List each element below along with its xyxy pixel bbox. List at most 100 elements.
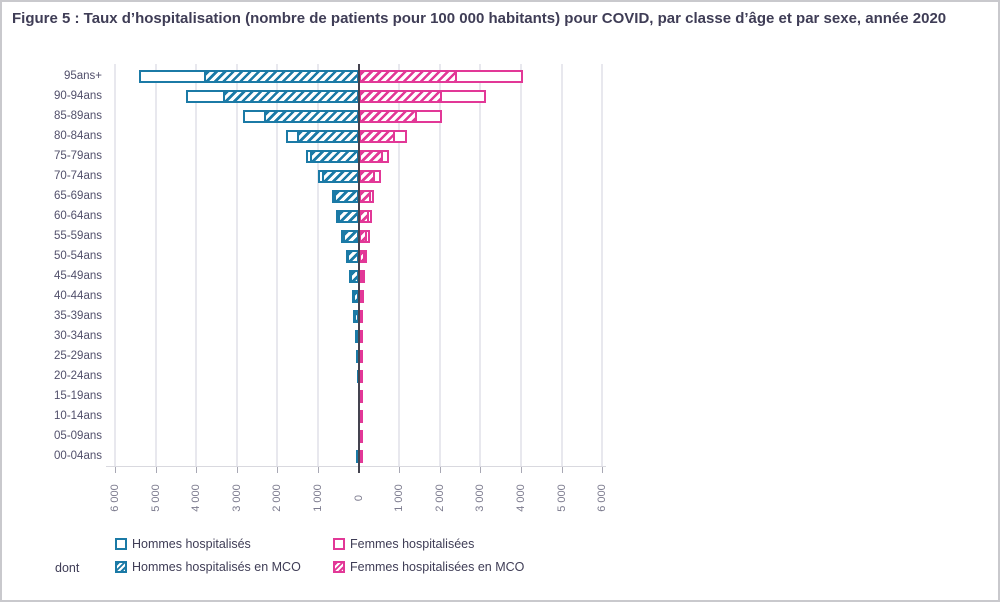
legend-item-hommes-hospitalises: Hommes hospitalisés <box>115 537 251 551</box>
y-axis-label: 30-34ans <box>54 330 102 342</box>
figure-title: Figure 5 : Taux d’hospitalisation (nombr… <box>12 10 947 27</box>
axis-tickmark <box>196 466 198 473</box>
axis-tickmark <box>480 466 482 473</box>
bar-mco-femmes <box>358 349 363 363</box>
axis-tickmark <box>277 466 279 473</box>
y-axis-label: 70-74ans <box>54 170 102 182</box>
gridline <box>438 64 441 466</box>
axis-tickmark <box>236 466 238 473</box>
y-axis-label: 85-89ans <box>54 110 102 122</box>
bar-mco-femmes <box>358 229 368 243</box>
y-axis-label: 20-24ans <box>54 370 102 382</box>
bar-mco-femmes <box>358 129 395 143</box>
bar-mco-hommes <box>310 149 359 163</box>
bar-mco-hommes <box>264 109 359 123</box>
legend-swatch-femmes-mco-icon <box>333 561 345 573</box>
x-tick-label: 3 000 <box>474 484 487 512</box>
legend-label-hommes-mco: Hommes hospitalisés en MCO <box>132 560 301 574</box>
gridline <box>520 64 522 466</box>
bar-mco-femmes <box>358 249 366 263</box>
bar-mco-hommes <box>204 69 359 83</box>
y-axis-label: 15-19ans <box>54 390 102 402</box>
legend-swatch-hommes-mco-icon <box>115 561 127 573</box>
bar-mco-femmes <box>358 149 383 163</box>
bar-mco-femmes <box>358 189 372 203</box>
gridline <box>398 64 401 466</box>
legend-swatch-hommes-icon <box>115 538 127 550</box>
gridline <box>601 64 604 466</box>
y-axis-label: 00-04ans <box>54 450 102 462</box>
x-tick-label: 5 000 <box>149 484 162 512</box>
bar-mco-femmes <box>358 289 363 303</box>
y-axis-label: 90-94ans <box>54 90 102 102</box>
bar-mco-hommes <box>338 209 359 223</box>
x-tick-label: 4 000 <box>515 484 527 512</box>
axis-tickmark <box>399 466 401 473</box>
bar-mco-femmes <box>358 429 363 443</box>
legend-item-hommes-mco: Hommes hospitalisés en MCO <box>115 560 301 574</box>
x-tick-label: 0 <box>352 494 365 502</box>
bar-mco-femmes <box>358 369 363 383</box>
legend-item-femmes-mco: Femmes hospitalisées en MCO <box>333 560 524 574</box>
gridline <box>235 64 238 466</box>
x-tick-label: 6 000 <box>596 484 609 512</box>
gridline <box>154 64 157 466</box>
axis-tickmark <box>115 466 116 473</box>
gridline <box>276 64 279 466</box>
chart-area: 6 000 5 000 4 000 3 000 2 000 1 000 0 1 000 2 00… <box>2 2 998 532</box>
y-axis-label: 65-69ans <box>54 190 102 202</box>
bar-mco-femmes <box>358 209 370 223</box>
y-axis-label: 95ans+ <box>63 70 102 82</box>
y-axis-label: 25-29ans <box>54 350 102 362</box>
axis-tickmark <box>521 466 522 473</box>
bar-mco-femmes <box>358 89 443 103</box>
y-axis-label: 35-39ans <box>54 310 102 322</box>
axis-baseline <box>106 466 606 467</box>
y-axis-label: 10-14ans <box>54 410 102 422</box>
y-axis-label: 60-64ans <box>54 210 102 222</box>
y-axis-label: 05-09ans <box>54 430 102 442</box>
gridline <box>479 64 482 466</box>
axis-tickmark <box>318 466 319 473</box>
bar-mco-femmes <box>358 69 457 83</box>
legend-item-femmes-hospitalisees: Femmes hospitalisées <box>333 537 474 551</box>
bar-mco-femmes <box>358 309 363 323</box>
y-axis-label: 75-79ans <box>54 150 102 162</box>
chart-legend: dont Hommes hospitalisés Femmes hospital… <box>2 532 998 592</box>
x-tick-label: 2 000 <box>271 484 284 512</box>
bar-mco-hommes <box>296 129 359 143</box>
bar-mco-femmes <box>358 329 363 343</box>
gridline <box>560 64 563 466</box>
bar-mco-hommes <box>352 289 359 303</box>
y-axis-label: 45-49ans <box>54 270 102 282</box>
y-axis-label: 55-59ans <box>54 230 102 242</box>
gridline <box>317 64 319 466</box>
bar-mco-hommes <box>350 269 359 283</box>
x-tick-label: 6 000 <box>109 484 121 512</box>
axis-tickmark <box>561 466 563 473</box>
zero-axis-line <box>357 64 360 473</box>
y-axis-label: 80-84ans <box>54 130 102 142</box>
bar-mco-femmes <box>358 169 376 183</box>
x-tick-label: 5 000 <box>555 484 568 512</box>
gridline <box>114 64 116 466</box>
bar-mco-hommes <box>223 89 359 103</box>
bar-mco-hommes <box>342 229 359 243</box>
bar-mco-hommes <box>334 189 359 203</box>
axis-tickmark <box>439 466 441 473</box>
bar-mco-femmes <box>358 449 363 463</box>
gridline <box>195 64 198 466</box>
legend-dont-label: dont <box>55 561 80 575</box>
legend-label-hommes: Hommes hospitalisés <box>132 537 251 551</box>
axis-tickmark <box>155 466 157 473</box>
x-tick-label: 3 000 <box>230 484 243 512</box>
y-axis-label: 50-54ans <box>54 250 102 262</box>
bar-mco-hommes <box>321 169 359 183</box>
x-tick-label: 1 000 <box>312 484 324 512</box>
bar-mco-femmes <box>358 109 418 123</box>
x-tick-label: 2 000 <box>433 484 446 512</box>
legend-label-femmes-mco: Femmes hospitalisées en MCO <box>350 560 525 574</box>
x-tick-label: 1 000 <box>393 484 406 512</box>
x-tick-label: 4 000 <box>190 484 203 512</box>
